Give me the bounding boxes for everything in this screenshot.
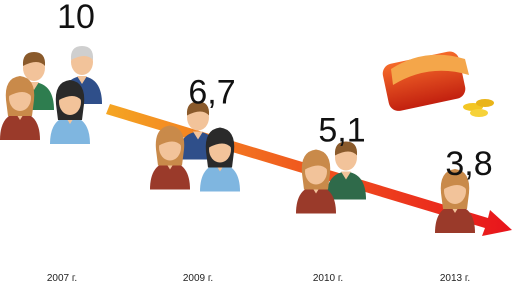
value-label: 5,1 [318, 112, 365, 150]
value-label: 6,7 [188, 74, 235, 112]
people-group [150, 102, 240, 192]
year-label: 2010 г. [313, 273, 343, 284]
person-icon [326, 142, 366, 200]
value-label: 3,8 [445, 145, 492, 183]
chart: 10 2007 г. 6,7 2009 г. 5,1 2010 г. 3,8 2013 г. [0, 0, 517, 287]
page: 102007 г.6,72009 г.5,12010 г.3,82013 г. … [0, 0, 517, 287]
year-label: 2009 г. [183, 273, 213, 284]
year-label: 2007 г. [47, 273, 77, 284]
wallet-icon [381, 50, 494, 117]
value-label: 10 [57, 0, 95, 36]
year-label: 2013 г. [440, 273, 470, 284]
people-group [0, 46, 102, 144]
